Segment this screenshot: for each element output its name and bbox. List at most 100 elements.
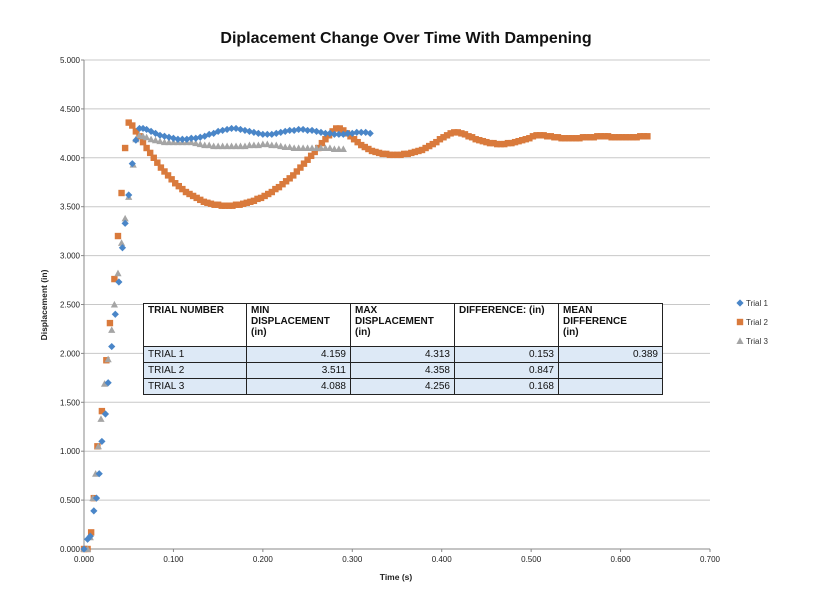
data-point	[629, 134, 637, 141]
data-point	[192, 139, 200, 147]
data-point	[368, 147, 376, 155]
data-point	[425, 142, 433, 150]
data-point	[250, 197, 258, 205]
table-header-text: MAX	[355, 305, 378, 316]
x-tick-label: 0.700	[700, 555, 721, 564]
table-header-cell: DIFFERENCE: (in)	[454, 303, 559, 347]
data-point	[472, 136, 479, 143]
data-point	[108, 326, 116, 333]
data-point	[106, 319, 114, 327]
data-point	[299, 125, 307, 134]
axes: 0.000 0.500 1.000 1.500 2.000 2.500 3.000 3.500…	[60, 56, 721, 564]
data-point	[95, 470, 103, 478]
y-tick-label: 3.000	[60, 252, 81, 261]
data-point	[97, 415, 105, 422]
data-point	[80, 545, 88, 553]
data-point	[90, 507, 98, 515]
data-point	[104, 355, 112, 363]
legend-marker	[736, 299, 744, 307]
data-point	[361, 143, 369, 151]
data-point	[118, 244, 127, 252]
data-point	[261, 192, 268, 200]
grid	[84, 59, 710, 501]
data-point	[121, 144, 129, 152]
data-point	[339, 145, 347, 152]
data-point	[87, 529, 95, 536]
data-point	[490, 139, 497, 147]
data-point	[300, 160, 308, 167]
table-cell: TRIAL 2	[143, 362, 247, 379]
y-axis-label: Displacement (in)	[39, 269, 49, 340]
data-point	[404, 150, 411, 158]
chart-title: Diplacement Change Over Time With Dampen…	[220, 30, 591, 47]
data-point	[108, 342, 116, 351]
data-point	[311, 148, 318, 156]
legend-item: Trial 1	[736, 299, 768, 308]
data-point	[497, 140, 504, 148]
table-header-cell: MIN DISPLACEMENT (in)	[246, 303, 351, 347]
data-point	[125, 119, 132, 126]
table-row: TRIAL 2 3.511 4.358 0.847	[143, 362, 663, 379]
data-point	[330, 130, 338, 138]
data-point	[286, 143, 294, 151]
y-tick-label: 4.500	[60, 105, 81, 114]
data-point	[146, 149, 154, 157]
y-tick-label: 3.500	[60, 203, 81, 212]
data-point	[178, 135, 186, 143]
table-header-text: MIN	[251, 305, 270, 316]
data-point	[187, 138, 195, 146]
data-point	[156, 137, 164, 145]
data-table: TRIAL NUMBER MIN DISPLACEMENT (in) MAX DISPLA…	[143, 303, 663, 395]
data-point	[544, 133, 551, 140]
data-point	[515, 137, 522, 145]
data-point	[94, 442, 102, 450]
data-point	[175, 182, 182, 190]
data-point	[461, 131, 469, 138]
data-point	[257, 194, 265, 202]
data-point	[633, 134, 640, 141]
data-point	[644, 133, 651, 140]
data-point	[111, 310, 119, 318]
data-point	[164, 172, 172, 179]
data-point	[268, 188, 275, 196]
x-tick-label: 0.000	[74, 555, 95, 564]
data-point	[150, 154, 157, 161]
data-point	[121, 219, 129, 227]
data-point	[619, 134, 626, 141]
data-point	[422, 144, 429, 152]
y-tick-label: 5.000	[60, 56, 81, 65]
data-point	[303, 126, 312, 135]
table-header-cell: MAX DISPLACEMENT (in)	[350, 303, 455, 347]
table-header-text: DISPLACEMENT	[251, 316, 330, 327]
table-cell: 4.159	[246, 346, 351, 363]
data-point	[179, 185, 186, 193]
table-cell: TRIAL 1	[143, 346, 247, 363]
table-row: TRIAL 3 4.088 4.256 0.168	[143, 378, 663, 395]
series-trial-2	[80, 119, 651, 553]
data-point	[329, 128, 336, 135]
x-tick-label: 0.100	[163, 555, 184, 564]
y-tick-label: 2.000	[60, 349, 81, 358]
legend-marker	[736, 318, 744, 326]
data-point	[265, 190, 272, 198]
data-point	[100, 380, 109, 387]
data-point	[98, 437, 106, 446]
data-point	[174, 135, 182, 143]
data-point	[379, 150, 386, 158]
data-point	[583, 134, 590, 141]
data-point	[214, 201, 222, 208]
data-point	[339, 130, 347, 138]
x-tick-label: 0.500	[521, 555, 542, 564]
data-point	[433, 138, 440, 146]
y-tick-label: 2.500	[60, 301, 81, 310]
data-point	[114, 232, 122, 240]
data-point	[601, 133, 608, 140]
data-point	[429, 140, 436, 148]
data-point	[157, 164, 165, 171]
data-point	[358, 141, 365, 149]
data-point	[286, 126, 294, 135]
data-point	[519, 136, 526, 144]
x-tick-label: 0.600	[611, 555, 632, 564]
data-point	[239, 200, 247, 207]
table-header-text: (in)	[355, 327, 371, 338]
